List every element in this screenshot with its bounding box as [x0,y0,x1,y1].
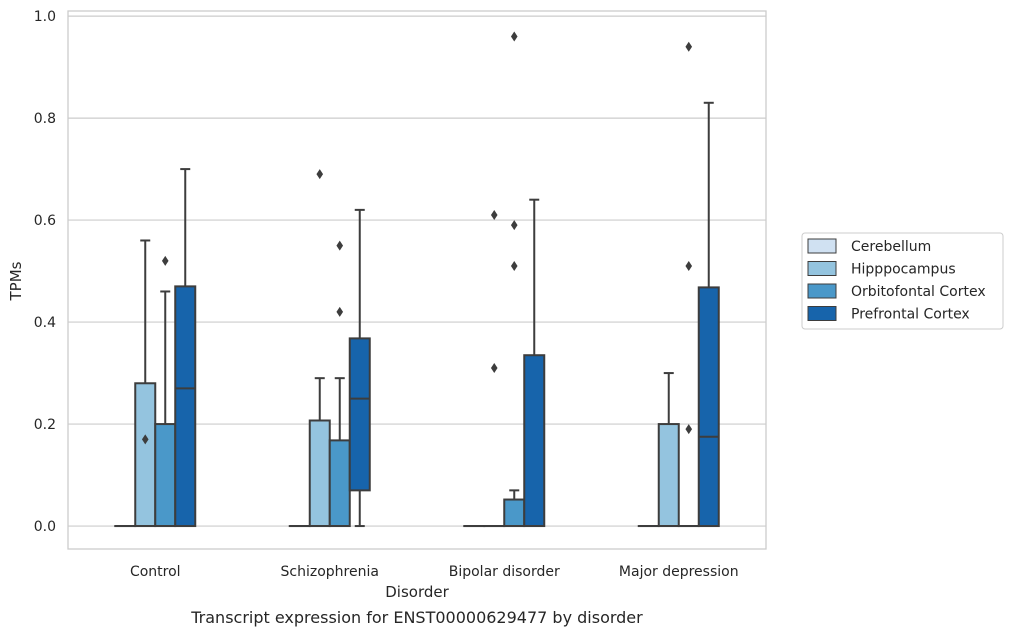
y-tick-label: 1.0 [34,9,56,25]
outlier-point [336,306,344,317]
outlier-point [161,255,169,266]
y-tick-label: 0.2 [34,417,56,433]
outlier-point [490,209,498,220]
legend: Cerebellum Hipppocampus Orbitofontal Corte… [801,232,1004,330]
outlier-point [685,41,693,52]
box-body [348,337,371,492]
y-axis-title: TPMs [7,261,25,301]
outlier-point [490,362,498,373]
plot-frame [67,10,767,550]
box-body [523,354,546,528]
figure-caption: Transcript expression for ENST0000062947… [190,608,643,627]
box-3-1 [657,372,680,528]
box-body [174,285,197,528]
legend-label: Prefrontal Cortex [851,307,970,323]
x-tick-label: Schizophrenia [281,564,379,580]
x-tick-label: Bipolar disorder [449,564,560,580]
x-axis-title: Disorder [385,583,449,601]
outlier-point [685,424,693,435]
box-body [308,419,331,528]
x-tick-label: Control [130,564,181,580]
legend-swatch [807,238,837,254]
box-1-1 [308,169,331,528]
x-tick-labels: Control Schizophrenia Bipolar disorder Majo… [130,564,739,580]
legend-swatch [807,283,837,299]
outlier-point [685,260,693,271]
outlier-point [510,220,518,231]
legend-label: Cerebellum [851,239,931,255]
legend-swatch [807,306,837,321]
box-body [657,423,680,528]
outlier-point [316,169,324,180]
box-0-1 [134,239,157,528]
box-body [134,382,157,528]
box-body [154,423,177,528]
y-tick-label: 0.4 [34,315,56,331]
box-body [328,439,351,528]
box-body [503,498,526,528]
y-tick-labels: 0.0 0.2 0.4 0.6 0.8 1.0 [34,9,56,535]
outlier-point [141,434,149,445]
y-tick-label: 0.6 [34,213,56,229]
box-2-3 [523,198,546,528]
outlier-point [336,240,344,251]
y-tick-label: 0.0 [34,519,56,535]
box-body [697,286,720,528]
box-3-3 [697,101,720,528]
box-2-2 [503,31,526,528]
legend-frame [801,232,1004,330]
outlier-point [510,260,518,271]
box-1-3 [348,208,371,528]
outlier-point [510,31,518,42]
legend-label: Hipppocampus [851,262,956,278]
box-0-3 [174,168,197,528]
y-tick-label: 0.8 [34,111,56,127]
legend-label: Orbitofontal Cortex [851,284,986,300]
legend-swatch [807,261,837,276]
x-tick-label: Major depression [619,564,739,580]
boxes [114,31,720,528]
